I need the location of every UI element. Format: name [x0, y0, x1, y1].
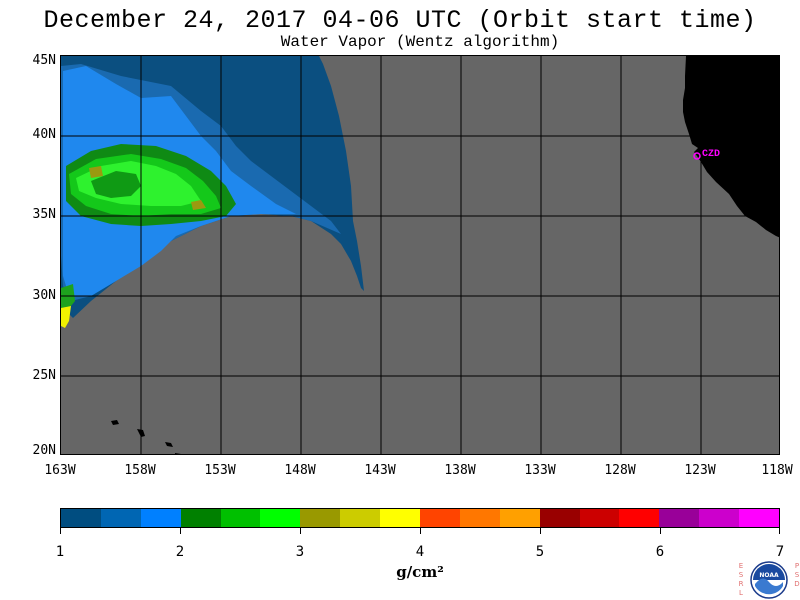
- colorbar-segment: [61, 509, 101, 527]
- island-1: [111, 420, 119, 425]
- island-3: [165, 442, 173, 447]
- lat-label-45n: 45N: [32, 53, 56, 68]
- vapor-field-green-inner: [91, 171, 141, 198]
- vapor-field-southwest-yellow: [61, 306, 71, 328]
- colorbar-segment: [619, 509, 660, 527]
- station-marker: [693, 152, 701, 160]
- colorbar-label-6: 6: [655, 544, 665, 560]
- colorbar-segment: [140, 509, 181, 527]
- colorbar-segment: [699, 509, 740, 527]
- colorbar-tick: [60, 528, 61, 534]
- water-vapor-map: CZD: [60, 55, 780, 455]
- lon-label-128w: 128W: [604, 463, 636, 478]
- colorbar-segment: [180, 509, 221, 527]
- lat-label-30n: 30N: [32, 288, 56, 303]
- colorbar-segment: [539, 509, 580, 527]
- island-4: [175, 453, 181, 454]
- lon-label-143w: 143W: [364, 463, 396, 478]
- colorbar-segment: [380, 509, 421, 527]
- colorbar-tick: [180, 528, 181, 534]
- lat-label-25n: 25N: [32, 368, 56, 383]
- colorbar-label-2: 2: [175, 544, 185, 560]
- noaa-emblem-icon: NOAA: [750, 561, 788, 599]
- colorbar-label-7: 7: [775, 544, 785, 560]
- svg-text:NOAA: NOAA: [759, 572, 779, 579]
- colorbar: [60, 508, 780, 528]
- lon-label-153w: 153W: [204, 463, 236, 478]
- colorbar-segment: [300, 509, 341, 527]
- lon-label-158w: 158W: [124, 463, 156, 478]
- colorbar-segment: [420, 509, 460, 527]
- colorbar-segment: [739, 509, 780, 527]
- station-label: CZD: [702, 149, 720, 160]
- lat-label-20n: 20N: [32, 443, 56, 458]
- land-california: [683, 56, 779, 238]
- lon-label-163w: 163W: [44, 463, 76, 478]
- colorbar-segment: [579, 509, 620, 527]
- lon-label-148w: 148W: [284, 463, 316, 478]
- colorbar-tick: [660, 528, 661, 534]
- colorbar-label-1: 1: [55, 544, 65, 560]
- lat-label-40n: 40N: [32, 127, 56, 142]
- lon-label-123w: 123W: [684, 463, 716, 478]
- lon-label-118w: 118W: [761, 463, 793, 478]
- colorbar-label-4: 4: [415, 544, 425, 560]
- colorbar-segment: [659, 509, 700, 527]
- colorbar-tick: [779, 528, 780, 534]
- colorbar-tick: [420, 528, 421, 534]
- colorbar-segment: [459, 509, 500, 527]
- lat-label-35n: 35N: [32, 207, 56, 222]
- colorbar-tick: [300, 528, 301, 534]
- map-canvas: CZD: [61, 56, 779, 454]
- colorbar-unit: g/cm²: [396, 563, 444, 581]
- colorbar-label-3: 3: [295, 544, 305, 560]
- map-grid: [61, 56, 779, 454]
- map-title: December 24, 2017 04-06 UTC (Orbit start…: [43, 6, 757, 35]
- map-subtitle: Water Vapor (Wentz algorithm): [280, 33, 560, 51]
- lon-label-138w: 138W: [444, 463, 476, 478]
- colorbar-segment: [220, 509, 261, 527]
- colorbar-label-5: 5: [535, 544, 545, 560]
- colorbar-segment: [260, 509, 301, 527]
- colorbar-tick: [540, 528, 541, 534]
- lon-label-133w: 133W: [524, 463, 556, 478]
- colorbar-segment: [100, 509, 141, 527]
- vapor-field-olive: [89, 166, 206, 210]
- colorbar-segment: [340, 509, 381, 527]
- colorbar-segment: [499, 509, 540, 527]
